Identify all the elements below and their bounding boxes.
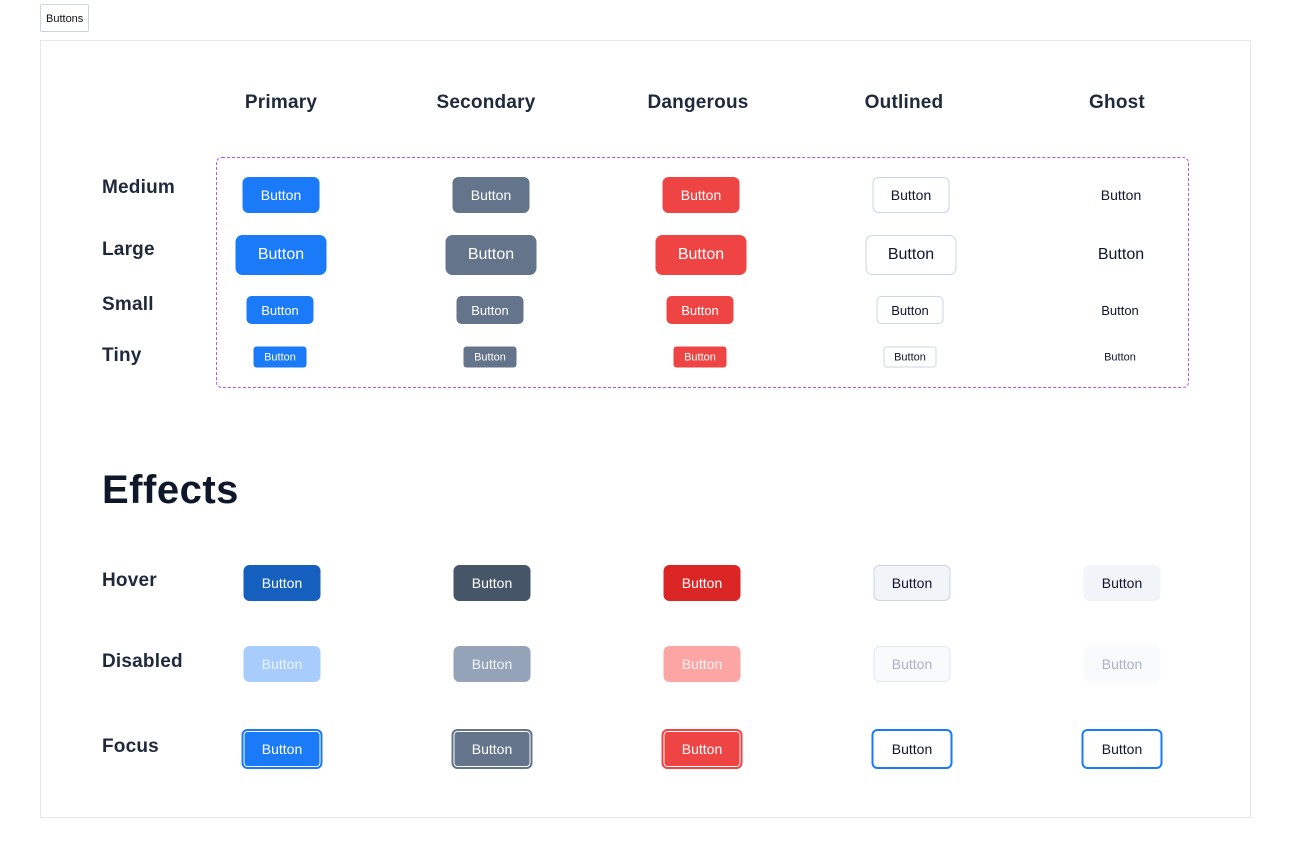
primary-tiny-button[interactable]: Button [253, 346, 307, 368]
row-label-hover: Hover [102, 570, 157, 591]
outlined-focus-button[interactable]: Button [871, 729, 953, 769]
outlined-medium-button[interactable]: Button [872, 177, 950, 213]
row-label-small: Small [102, 294, 154, 315]
outlined-tiny-button[interactable]: Button [883, 346, 937, 368]
primary-focus-button[interactable]: Button [241, 729, 323, 769]
dangerous-focus-button[interactable]: Button [661, 729, 743, 769]
ghost-small-button[interactable]: Button [1101, 302, 1139, 318]
outlined-disabled-button: Button [873, 646, 951, 682]
dangerous-tiny-button[interactable]: Button [673, 346, 727, 368]
secondary-tiny-button[interactable]: Button [463, 346, 517, 368]
outlined-hover-button[interactable]: Button [873, 565, 951, 601]
primary-medium-button[interactable]: Button [242, 177, 320, 213]
ghost-focus-button[interactable]: Button [1081, 729, 1163, 769]
dangerous-large-button[interactable]: Button [655, 235, 747, 275]
row-label-medium: Medium [102, 177, 175, 198]
column-header-ghost: Ghost [1089, 92, 1145, 113]
row-label-tiny: Tiny [102, 345, 142, 366]
secondary-disabled-button: Button [453, 646, 531, 682]
primary-small-button[interactable]: Button [246, 296, 314, 324]
dangerous-small-button[interactable]: Button [666, 296, 734, 324]
dangerous-disabled-button: Button [663, 646, 741, 682]
secondary-small-button[interactable]: Button [456, 296, 524, 324]
primary-large-button[interactable]: Button [235, 235, 327, 275]
secondary-focus-button[interactable]: Button [451, 729, 533, 769]
outlined-small-button[interactable]: Button [876, 296, 944, 324]
ghost-tiny-button[interactable]: Button [1104, 351, 1136, 363]
ghost-hover-button[interactable]: Button [1083, 565, 1161, 601]
secondary-large-button[interactable]: Button [445, 235, 537, 275]
outlined-large-button[interactable]: Button [865, 235, 957, 275]
dangerous-medium-button[interactable]: Button [662, 177, 740, 213]
effects-heading: Effects [102, 468, 239, 512]
sizes-group-box [216, 157, 1189, 388]
ghost-disabled-button: Button [1083, 646, 1161, 682]
column-header-secondary: Secondary [436, 92, 536, 113]
column-header-dangerous: Dangerous [647, 92, 749, 113]
ghost-large-button[interactable]: Button [1097, 246, 1145, 263]
primary-hover-button[interactable]: Button [243, 565, 321, 601]
secondary-hover-button[interactable]: Button [453, 565, 531, 601]
row-label-disabled: Disabled [102, 651, 183, 672]
primary-disabled-button: Button [243, 646, 321, 682]
column-header-outlined: Outlined [864, 92, 944, 113]
showcase-frame [40, 40, 1251, 818]
dangerous-hover-button[interactable]: Button [663, 565, 741, 601]
secondary-medium-button[interactable]: Button [452, 177, 530, 213]
ghost-medium-button[interactable]: Button [1100, 187, 1142, 203]
row-label-large: Large [102, 239, 155, 260]
column-header-primary: Primary [244, 92, 318, 113]
row-label-focus: Focus [102, 736, 159, 757]
buttons-tab[interactable]: Buttons [40, 4, 90, 32]
